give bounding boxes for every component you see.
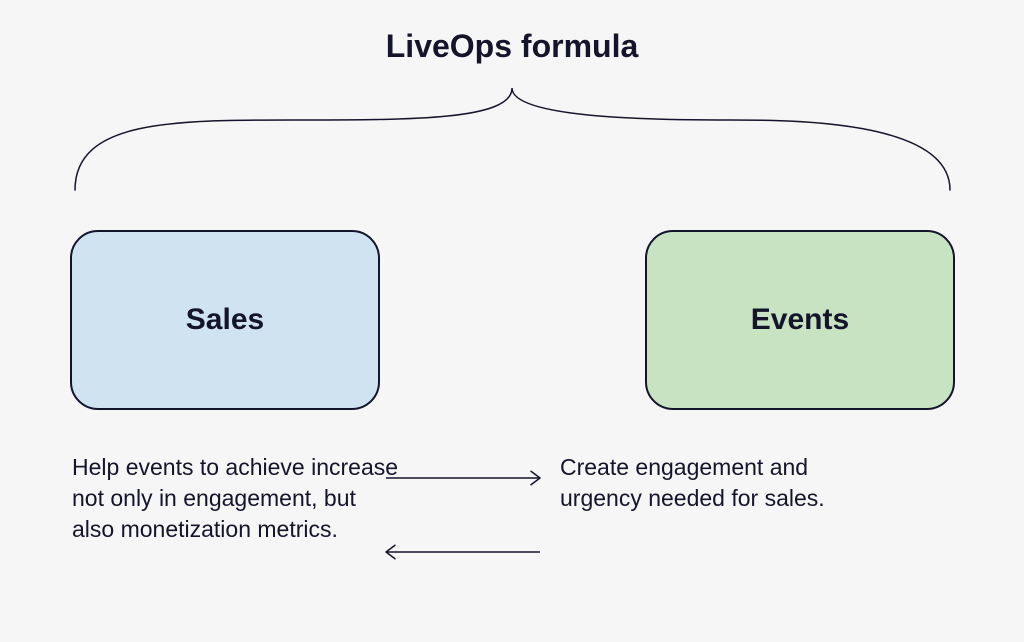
events-box-label: Events [751,303,849,337]
curly-brace [75,88,950,190]
events-description: Create engagement and urgency needed for… [560,452,890,514]
diagram-canvas: LiveOps formula Sales Events Help events… [0,0,1024,642]
sales-box-label: Sales [186,303,264,337]
sales-box: Sales [70,230,380,410]
sales-description: Help events to achieve increase not only… [72,452,402,545]
arrow-left-icon [386,545,540,559]
arrow-right-icon [386,471,540,485]
events-box: Events [645,230,955,410]
diagram-title: LiveOps formula [0,28,1024,65]
